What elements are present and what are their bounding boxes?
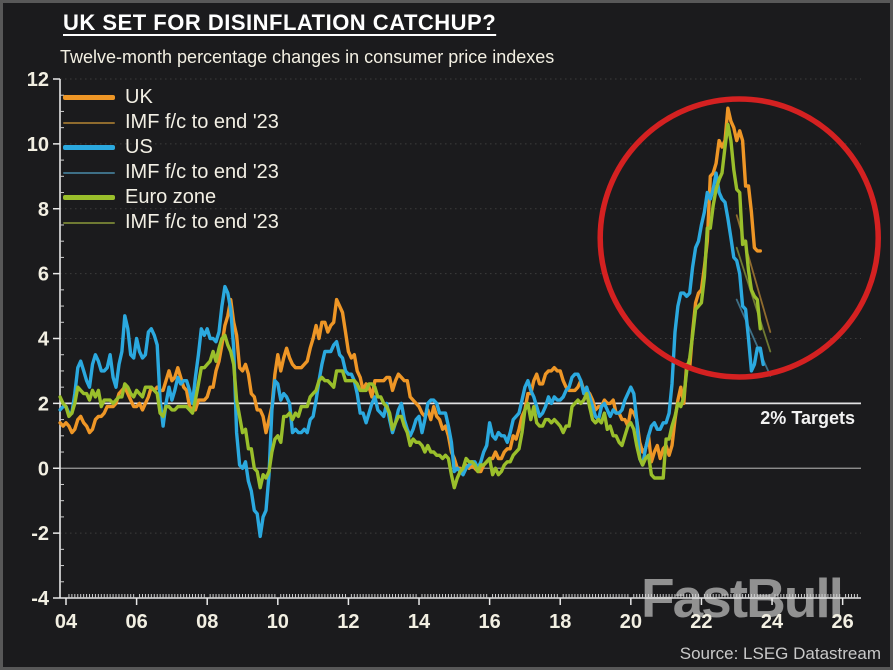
x-tick-label: 08 <box>196 611 218 633</box>
y-tick-label: 12 <box>27 69 49 91</box>
legend-item-label: IMF f/c to end '23 <box>125 161 279 183</box>
x-tick-label: 16 <box>478 611 500 633</box>
series-line-euro-zone-imf-f-c-to-end-23 <box>735 246 772 353</box>
y-tick-label: 10 <box>27 134 49 156</box>
legend-item-5: IMF f/c to end '23 <box>63 210 279 235</box>
x-tick-label: 18 <box>549 611 571 633</box>
legend-swatch-icon <box>63 221 115 224</box>
legend-item-1: IMF f/c to end '23 <box>63 110 279 135</box>
legend-item-label: Euro zone <box>125 186 217 208</box>
x-tick-label: 04 <box>55 611 78 633</box>
legend-swatch-icon <box>63 121 115 124</box>
legend-swatch-icon <box>63 195 115 200</box>
legend-item-label: IMF f/c to end '23 <box>125 111 279 133</box>
legend-item-3: IMF f/c to end '23 <box>63 160 279 185</box>
x-tick-label: 24 <box>761 611 784 633</box>
y-tick-label: 4 <box>38 329 50 351</box>
x-tick-label: 26 <box>832 611 854 633</box>
x-tick-label: 10 <box>267 611 289 633</box>
legend-item-label: IMF f/c to end '23 <box>125 211 279 233</box>
legend-item-2: US <box>63 135 279 160</box>
highlight-circle <box>597 96 881 380</box>
legend-item-label: US <box>125 136 153 158</box>
chart-title: UK SET FOR DISINFLATION CATCHUP? <box>63 10 497 35</box>
legend-item-0: UK <box>63 85 279 110</box>
legend-item-4: Euro zone <box>63 185 279 210</box>
x-tick-label: 14 <box>408 611 431 633</box>
y-tick-label: 8 <box>38 199 49 221</box>
source-attribution: Source: LSEG Datastream <box>679 644 881 663</box>
series-line-us <box>58 171 765 539</box>
y-tick-label: -2 <box>31 523 49 545</box>
legend-swatch-icon <box>63 95 115 100</box>
series-line-euro-zone <box>58 122 762 490</box>
x-tick-label: 22 <box>690 611 712 633</box>
chart-legend: UK IMF f/c to end '23 US IMF f/c to end '23… <box>63 85 279 235</box>
legend-swatch-icon <box>63 171 115 174</box>
x-tick-label: 20 <box>620 611 642 633</box>
x-tick-label: 12 <box>337 611 359 633</box>
y-tick-label: 0 <box>38 458 49 480</box>
legend-swatch-icon <box>63 145 115 150</box>
y-tick-label: -4 <box>31 588 50 610</box>
y-tick-label: 2 <box>38 393 49 415</box>
x-tick-label: 06 <box>125 611 147 633</box>
y-tick-label: 6 <box>38 264 49 286</box>
legend-item-label: UK <box>125 86 153 108</box>
chart-subtitle: Twelve-month percentage changes in consu… <box>60 47 555 67</box>
two-percent-targets-label: 2% Targets <box>760 408 855 428</box>
series-line-us-imf-f-c-to-end-23 <box>735 298 772 377</box>
